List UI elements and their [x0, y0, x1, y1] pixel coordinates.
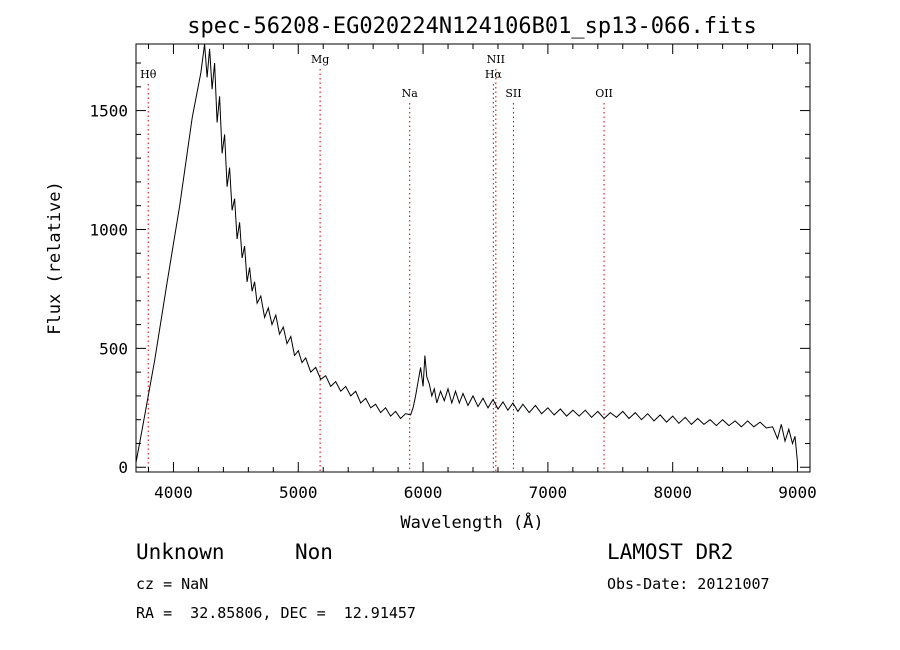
y-axis-label: Flux (relative): [45, 181, 65, 335]
x-tick-label: 9000: [778, 483, 817, 502]
redshift-cz: cz = NaN: [136, 575, 209, 593]
spectrum-line: [135, 43, 798, 463]
x-axis-label: Wavelength (Å): [400, 511, 543, 533]
spectral-line-label: SII: [505, 87, 521, 100]
axis-ticks: 4000 5000 6000 7000 8000 9000 0 500 1000 1500: [89, 44, 817, 502]
chart-title: spec-56208-EG020224N124106B01_sp13-066.f…: [187, 14, 757, 39]
plot-area: [135, 43, 811, 473]
x-tick-label: 7000: [529, 483, 568, 502]
object-class: Unknown: [136, 540, 225, 564]
coordinates: RA = 32.85806, DEC = 12.91457: [136, 604, 416, 622]
observation-date: Obs-Date: 20121007: [607, 575, 770, 593]
x-tick-label: 8000: [653, 483, 692, 502]
x-tick-label: 4000: [154, 483, 193, 502]
spectral-line-label: NII: [487, 53, 505, 66]
spectral-line-label: Na: [402, 87, 419, 100]
plot-border: [135, 43, 811, 473]
spectral-line-label: OII: [595, 87, 613, 100]
y-tick-label: 500: [99, 339, 128, 358]
x-tick-label: 6000: [404, 483, 443, 502]
spectral-line-label: Hθ: [140, 68, 157, 81]
spectral-line-label: Mg: [311, 53, 329, 66]
survey-name: LAMOST DR2: [607, 540, 734, 564]
y-tick-label: 1500: [89, 102, 128, 121]
y-tick-label: 1000: [89, 220, 128, 239]
object-subclass: Non: [295, 540, 333, 564]
x-tick-label: 5000: [279, 483, 318, 502]
y-tick-label: 0: [118, 458, 128, 477]
spectral-line-label: Hα: [485, 68, 503, 81]
spectrum-series: [135, 43, 798, 463]
